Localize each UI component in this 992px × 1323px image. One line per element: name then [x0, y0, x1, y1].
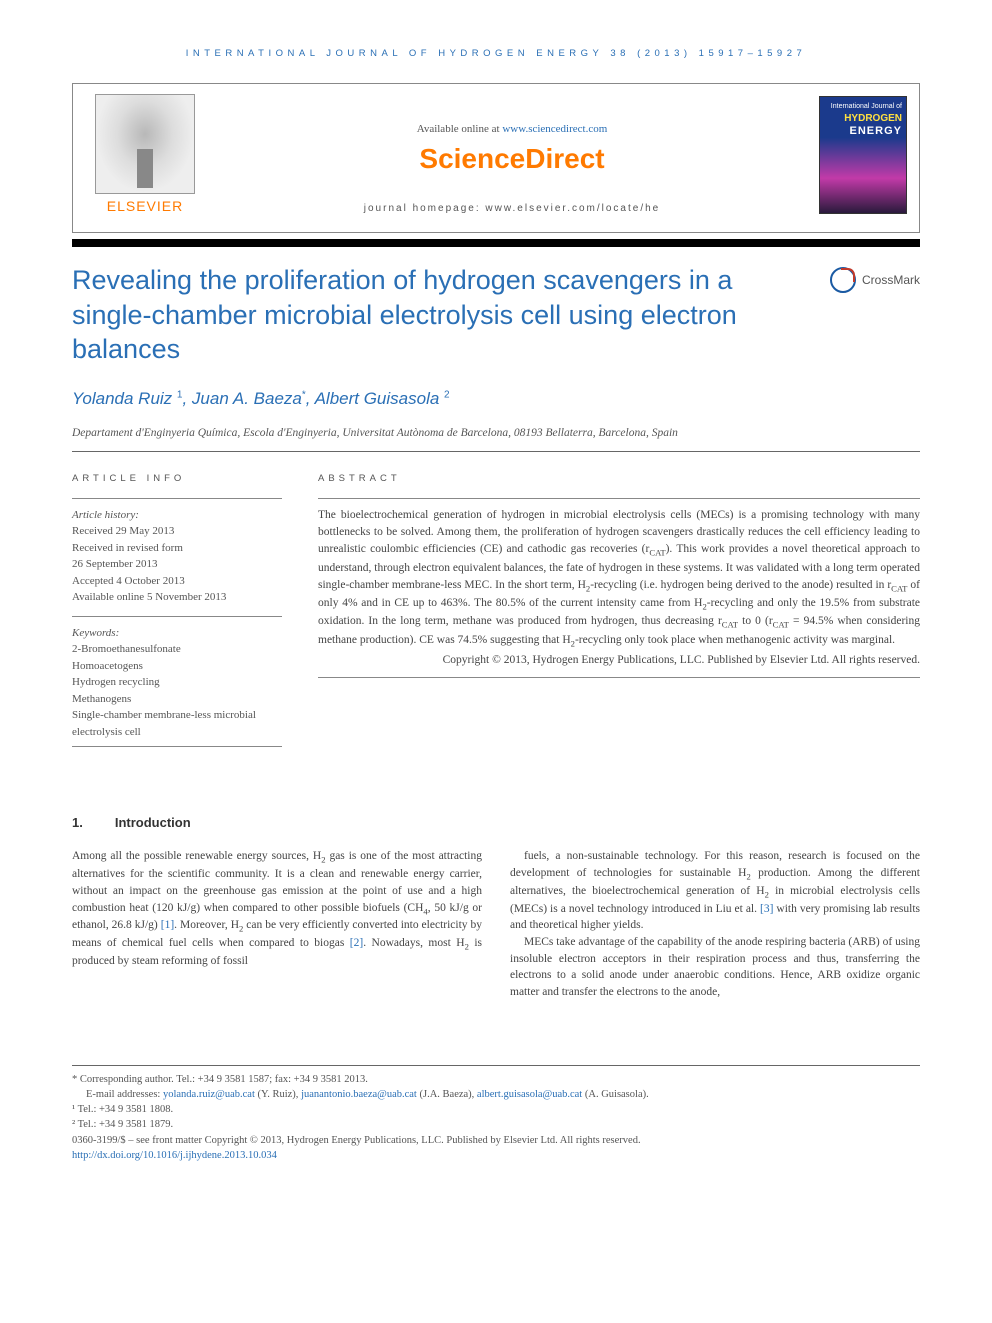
section-number: 1. — [72, 815, 83, 830]
title-row: Revealing the proliferation of hydrogen … — [72, 263, 920, 389]
footnote-tel-2: ² Tel.: +34 9 3581 1879. — [72, 1117, 920, 1132]
email-link[interactable]: albert.guisasola@uab.cat — [477, 1089, 582, 1100]
keyword: Homoacetogens — [72, 658, 282, 675]
crossmark-icon — [830, 267, 856, 293]
keyword: Hydrogen recycling — [72, 674, 282, 691]
keyword: Single-chamber membrane-less microbial e… — [72, 707, 282, 740]
abstract-label: ABSTRACT — [318, 472, 920, 486]
header-box: ELSEVIER Available online at www.science… — [72, 83, 920, 233]
history-line: Received in revised form — [72, 540, 282, 557]
cover-line2: HYDROGEN — [824, 113, 902, 124]
sciencedirect-logo: ScienceDirect — [217, 143, 807, 175]
available-online-line: Available online at www.sciencedirect.co… — [217, 123, 807, 135]
crossmark-badge[interactable]: CrossMark — [830, 267, 920, 293]
header-center: Available online at www.sciencedirect.co… — [205, 123, 819, 214]
elsevier-label: ELSEVIER — [85, 198, 205, 214]
email-link[interactable]: yolanda.ruiz@uab.cat — [163, 1089, 255, 1100]
elsevier-logo-block: ELSEVIER — [85, 94, 205, 214]
intro-paragraph: Among all the possible renewable energy … — [72, 848, 482, 969]
email-line: E-mail addresses: yolanda.ruiz@uab.cat (… — [72, 1087, 920, 1102]
article-title: Revealing the proliferation of hydrogen … — [72, 263, 814, 367]
footnote-tel-1: ¹ Tel.: +34 9 3581 1808. — [72, 1102, 920, 1117]
history-label: Article history: — [72, 509, 139, 521]
abstract-divider-bottom — [318, 677, 920, 678]
corresponding-author: * Corresponding author. Tel.: +34 9 3581… — [72, 1072, 920, 1087]
abstract-body: The bioelectrochemical generation of hyd… — [318, 507, 920, 650]
journal-homepage-line: journal homepage: www.elsevier.com/locat… — [217, 203, 807, 214]
issn-line: 0360-3199/$ – see front matter Copyright… — [72, 1133, 920, 1148]
affiliation: Departament d'Enginyeria Química, Escola… — [72, 425, 920, 441]
keywords-label: Keywords: — [72, 627, 119, 639]
section-title: Introduction — [115, 815, 191, 830]
email-who: (J.A. Baeza), — [417, 1089, 477, 1100]
history-line: Accepted 4 October 2013 — [72, 573, 282, 590]
article-info-label: ARTICLE INFO — [72, 472, 282, 486]
divider-top — [72, 451, 920, 452]
intro-body-columns: Among all the possible renewable energy … — [72, 848, 920, 1000]
available-label: Available online at — [417, 123, 503, 135]
journal-reference: INTERNATIONAL JOURNAL OF HYDROGEN ENERGY… — [72, 48, 920, 59]
keyword: 2-Bromoethanesulfonate — [72, 641, 282, 658]
info-divider-2 — [72, 616, 282, 617]
emails-label: E-mail addresses: — [86, 1089, 163, 1100]
email-who: (A. Guisasola). — [582, 1089, 649, 1100]
sciencedirect-url-link[interactable]: www.sciencedirect.com — [502, 123, 607, 135]
info-divider-1 — [72, 498, 282, 499]
info-divider-3 — [72, 746, 282, 747]
article-info-column: ARTICLE INFO Article history: Received 2… — [72, 472, 282, 756]
email-link[interactable]: juanantonio.baeza@uab.cat — [301, 1089, 417, 1100]
abstract-column: ABSTRACT The bioelectrochemical generati… — [318, 472, 920, 756]
authors-line: Yolanda Ruiz 1, Juan A. Baeza*, Albert G… — [72, 389, 920, 409]
homepage-label: journal homepage: — [364, 203, 486, 214]
intro-paragraph: fuels, a non-sustainable technology. For… — [510, 848, 920, 934]
footnotes-block: * Corresponding author. Tel.: +34 9 3581… — [72, 1065, 920, 1163]
elsevier-tree-icon — [95, 94, 195, 194]
history-line: Available online 5 November 2013 — [72, 589, 282, 606]
keyword: Methanogens — [72, 691, 282, 708]
intro-paragraph: MECs take advantage of the capability of… — [510, 934, 920, 1001]
cover-line3: ENERGY — [824, 125, 902, 137]
journal-cover-thumbnail: International Journal of HYDROGEN ENERGY — [819, 96, 907, 214]
history-line: Received 29 May 2013 — [72, 523, 282, 540]
abstract-copyright: Copyright © 2013, Hydrogen Energy Public… — [318, 652, 920, 669]
cover-line1: International Journal of — [824, 103, 902, 110]
section-heading-intro: 1. Introduction — [72, 815, 920, 830]
crossmark-label: CrossMark — [862, 273, 920, 287]
homepage-url[interactable]: www.elsevier.com/locate/he — [485, 203, 660, 214]
abstract-divider — [318, 498, 920, 499]
email-who: (Y. Ruiz), — [255, 1089, 301, 1100]
doi-link[interactable]: http://dx.doi.org/10.1016/j.ijhydene.201… — [72, 1150, 277, 1161]
title-black-bar — [72, 239, 920, 247]
history-line: 26 September 2013 — [72, 556, 282, 573]
info-abstract-row: ARTICLE INFO Article history: Received 2… — [72, 472, 920, 756]
